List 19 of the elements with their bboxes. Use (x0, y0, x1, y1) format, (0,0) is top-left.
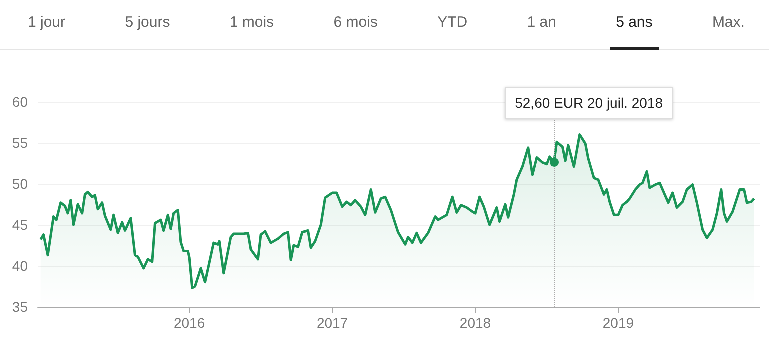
y-tick-label: 50 (12, 176, 28, 192)
y-tick-label: 45 (12, 217, 28, 233)
text: 1 an (526, 13, 558, 33)
text: YTD (436, 13, 469, 33)
y-tick-label: 35 (12, 299, 28, 315)
text: 1 jour (27, 13, 67, 33)
text: 1 mois (228, 13, 276, 33)
y-tick-label: 60 (12, 94, 28, 110)
text: Max. (711, 13, 746, 33)
text: 5 jours (124, 13, 172, 33)
x-tick-label: 2017 (316, 315, 348, 331)
x-tick-label: 2016 (174, 315, 206, 331)
text: 5 ans (610, 0, 659, 50)
x-tick-label: 2018 (460, 315, 492, 331)
text: 6 mois (332, 13, 379, 33)
annotation: 52,60 EUR 20 juil. 2018 (505, 87, 673, 119)
y-tick-label: 40 (12, 258, 28, 274)
x-tick-label: 2019 (602, 315, 634, 331)
y-tick-label: 55 (12, 135, 28, 151)
